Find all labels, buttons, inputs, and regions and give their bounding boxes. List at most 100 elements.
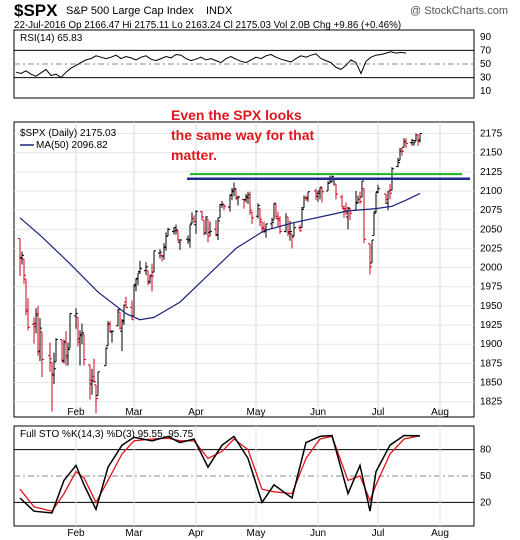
price-bar <box>368 243 372 275</box>
price-tick-label: 2125 <box>480 167 503 178</box>
price-bar <box>376 184 380 194</box>
stochastic-xtick-label: Aug <box>431 528 449 539</box>
annotation-line-1: Even the SPX looks <box>171 107 302 123</box>
price-tick-label: 2100 <box>480 186 503 197</box>
price-bar <box>110 330 114 343</box>
price-bar <box>222 203 226 211</box>
price-panel-frame <box>13 121 475 418</box>
price-bar <box>388 184 392 200</box>
price-xtick-label: Jul <box>372 407 385 418</box>
stochastic-xtick-label: Feb <box>67 528 85 539</box>
stochastic-tick-label: 50 <box>480 471 492 482</box>
stockcharts-watermark: @ StockCharts.com <box>410 5 508 17</box>
price-bar <box>48 342 52 372</box>
price-bar <box>320 187 324 203</box>
symbol-title: $SPX <box>14 1 58 20</box>
chart-header: $SPX S&P 500 Large Cap Index INDX @ Stoc… <box>14 1 508 31</box>
price-bar <box>396 158 400 168</box>
price-bar <box>236 195 240 206</box>
index-name: S&P 500 Large Cap Index <box>66 5 194 17</box>
quote-line: 22-Jul-2016 Op 2166.47 Hi 2175.11 Lo 216… <box>14 20 401 31</box>
price-bar <box>256 203 260 219</box>
price-xtick-label: Aug <box>431 407 449 418</box>
price-tick-label: 1875 <box>480 358 503 369</box>
price-tick-label: 2000 <box>480 263 503 274</box>
price-panel: 1825 1850 1875 1900 1925 1950 1975 2000 2025 2050… <box>13 107 503 418</box>
price-bar <box>38 318 42 362</box>
price-bar <box>318 186 322 200</box>
price-bar <box>362 188 366 244</box>
price-bar <box>20 251 24 265</box>
price-xtick-label: Feb <box>67 407 85 418</box>
exchange-label: INDX <box>206 5 233 17</box>
rsi-tick-label: 90 <box>480 32 492 43</box>
price-tick-label: 1975 <box>480 282 503 293</box>
price-bar <box>82 333 86 366</box>
stochastic-legend: Full STO %K(14,3) %D(3) 95.55, 95.75 <box>20 429 194 440</box>
price-bar <box>404 138 408 149</box>
rsi-legend: RSI(14) 65.83 <box>20 33 83 44</box>
price-bar <box>258 208 262 227</box>
price-bar <box>22 258 26 284</box>
rsi-tick-label: 30 <box>480 73 492 84</box>
price-tick-label: 2025 <box>480 243 503 254</box>
price-bar <box>92 358 96 383</box>
price-tick-label: 2150 <box>480 148 503 159</box>
price-bar <box>66 342 70 366</box>
stochastic-tick-label: 20 <box>480 497 492 508</box>
price-bar <box>104 347 108 367</box>
rsi-panel-frame <box>13 29 475 99</box>
price-bar <box>158 249 162 259</box>
price-bar <box>166 227 170 237</box>
price-tick-label: 1925 <box>480 320 503 331</box>
stochastic-d-line <box>19 435 421 512</box>
rsi-line <box>15 51 407 79</box>
price-bar <box>150 263 154 292</box>
rsi-panel: RSI(14) 65.83 10 30 50 70 90 <box>13 29 492 99</box>
price-bar <box>54 338 58 363</box>
price-tick-label: 1825 <box>480 397 503 408</box>
price-bar <box>270 217 274 229</box>
price-bar <box>348 207 352 221</box>
annotation-text: Even the SPX looks the same way for that… <box>171 107 314 163</box>
price-bar <box>178 239 182 250</box>
price-bar <box>68 313 72 349</box>
price-bar <box>94 384 98 414</box>
annotation-line-3: matter. <box>171 147 217 163</box>
price-bar <box>412 141 416 146</box>
price-bar <box>200 210 204 221</box>
price-bar <box>292 223 296 237</box>
price-tick-label: 1850 <box>480 378 503 389</box>
stochastic-xtick-label: May <box>247 528 266 539</box>
price-bar <box>418 132 422 143</box>
price-tick-label: 1900 <box>480 339 503 350</box>
rsi-tick-label: 70 <box>480 45 492 56</box>
price-bar <box>40 331 44 378</box>
price-tick-label: 2050 <box>480 224 503 235</box>
price-bar <box>144 262 148 276</box>
price-xtick-label: May <box>247 407 266 418</box>
price-bar <box>300 207 304 229</box>
price-bar <box>96 371 100 397</box>
price-bar <box>152 250 156 273</box>
stochastic-panel: 20 50 80 Full STO %K(14,3) %D(3) 95.55, 95… <box>13 425 492 539</box>
price-legend-symbol: $SPX (Daily) 2175.03 <box>20 128 117 139</box>
price-bar <box>370 239 374 264</box>
price-bar <box>208 221 212 237</box>
price-bar <box>400 148 404 156</box>
annotation-line-2: the same way for that <box>171 127 314 143</box>
stochastic-k-line <box>19 434 421 514</box>
price-bar <box>250 211 254 224</box>
stochastic-tick-label: 80 <box>480 445 492 456</box>
stochastic-xtick-label: Jul <box>372 528 385 539</box>
price-bar <box>216 217 220 240</box>
price-tick-label: 1950 <box>480 301 503 312</box>
price-bar <box>74 308 78 329</box>
price-bar <box>272 202 276 221</box>
stochastic-xtick-label: Mar <box>125 528 143 539</box>
stochastic-xtick-label: Apr <box>188 528 204 539</box>
price-bar <box>248 191 252 215</box>
ma50-line <box>19 192 421 321</box>
price-bar <box>52 352 56 385</box>
